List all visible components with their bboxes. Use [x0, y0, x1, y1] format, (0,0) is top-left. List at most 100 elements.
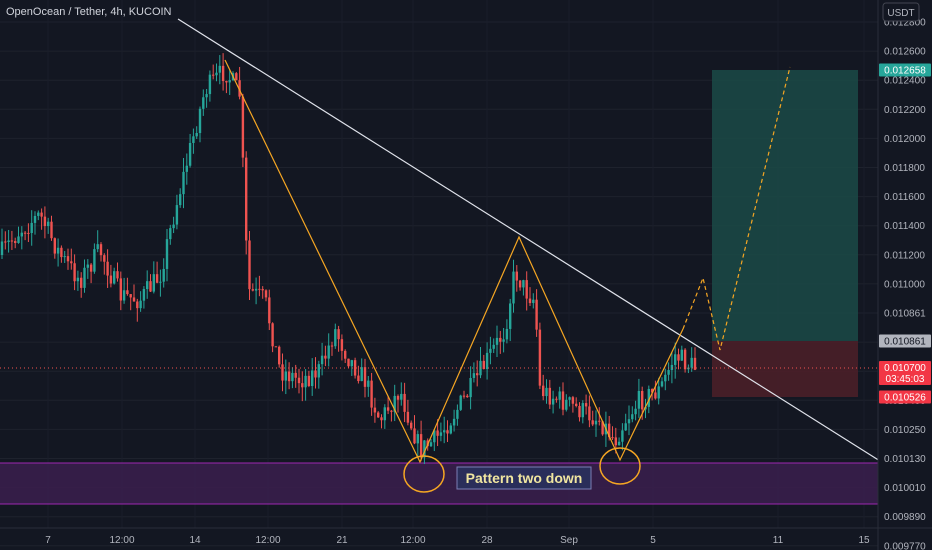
candle-body — [258, 288, 261, 290]
candle-body — [314, 370, 317, 378]
candle-body — [274, 346, 278, 348]
candle-body — [56, 247, 60, 254]
candle-body — [281, 364, 284, 381]
candle-body — [301, 383, 304, 388]
projection-dashed-line[interactable] — [682, 66, 791, 351]
candle-body — [357, 375, 360, 382]
candle-body — [215, 72, 218, 76]
y-tick-label: 0.011400 — [884, 221, 925, 232]
candle-body — [396, 395, 400, 400]
candle-body — [291, 372, 294, 382]
candle-body — [340, 339, 344, 351]
pattern-label[interactable]: Pattern two down — [456, 466, 592, 490]
candle-body — [406, 411, 410, 423]
candle-body — [568, 397, 571, 400]
time-axis[interactable]: 7 12:00 14 12:00 21 12:00 28 Sep 5 11 15 — [45, 535, 870, 546]
candle-body — [122, 290, 126, 301]
candle-body — [419, 434, 423, 458]
candle-body — [588, 406, 591, 421]
candle-body — [459, 395, 462, 410]
candle-body — [608, 423, 611, 438]
candle-body — [27, 232, 30, 234]
currency-button-label: USDT — [887, 8, 914, 19]
candle-body — [251, 289, 254, 291]
candle-body — [70, 261, 73, 264]
candle-body — [53, 238, 56, 254]
candle-body — [528, 298, 532, 304]
candle-body — [327, 345, 330, 359]
candle-body — [106, 261, 109, 276]
candle-body — [393, 395, 396, 412]
y-tick-label: 0.009890 — [884, 512, 926, 523]
descending-trendline[interactable] — [177, 18, 881, 462]
candle-body — [89, 264, 93, 272]
candle-body — [367, 380, 370, 387]
candle-body — [386, 407, 390, 411]
candle-body — [126, 290, 129, 295]
candle-body — [4, 241, 7, 243]
candle-body — [532, 299, 535, 304]
support-zone — [0, 463, 878, 504]
candle-body — [466, 395, 469, 398]
y-tick-label: 0.010010 — [884, 483, 926, 494]
candle-body — [360, 367, 363, 382]
candle-body — [509, 303, 512, 329]
y-tick-label: 0.011200 — [884, 250, 925, 261]
candle-body — [482, 360, 485, 369]
candle-body — [195, 133, 198, 137]
candle-body — [136, 301, 139, 309]
candle-body — [601, 421, 604, 435]
price-badge-countdown: 03:45:03 — [886, 374, 925, 385]
candle-body — [561, 391, 565, 410]
candle-body — [264, 290, 268, 298]
candle-body — [674, 354, 677, 365]
candle-body — [542, 385, 545, 397]
candle-body — [456, 409, 459, 419]
candle-body — [690, 357, 693, 368]
chart-title: OpenOcean / Tether, 4h, KUCOIN — [6, 6, 172, 18]
candle-body — [558, 391, 561, 400]
candle-body — [73, 263, 76, 282]
candle-body — [96, 244, 99, 250]
currency-button[interactable]: USDT — [882, 2, 920, 22]
candle-body — [512, 271, 515, 304]
candle-body — [182, 171, 185, 195]
candle-body — [436, 430, 439, 436]
candle-body — [294, 372, 297, 378]
price-badge — [879, 334, 931, 348]
candle-body — [245, 157, 248, 241]
candle-body — [578, 405, 581, 418]
bottom-circle-left[interactable] — [403, 455, 445, 493]
candle-body — [522, 280, 525, 288]
candle-body — [129, 294, 132, 298]
candle-body — [627, 419, 631, 424]
candle-body — [162, 268, 165, 282]
candle-body — [208, 74, 212, 95]
candle-body — [337, 329, 340, 340]
target-zone — [712, 70, 858, 341]
candle-body — [66, 256, 70, 262]
candle-body — [449, 425, 452, 434]
candle-body — [152, 274, 155, 292]
pattern-label-text: Pattern two down — [466, 470, 583, 486]
candle-body — [584, 403, 588, 407]
x-tick-label: 11 — [773, 535, 784, 546]
x-tick-label: Sep — [560, 535, 578, 546]
candle-body — [446, 430, 449, 434]
candle-body — [353, 360, 357, 376]
candle-body — [205, 94, 208, 98]
candle-body — [502, 339, 505, 342]
zigzag-pattern-line[interactable] — [224, 59, 684, 464]
y-tick-label: 0.012000 — [884, 134, 926, 145]
bottom-circle-right[interactable] — [599, 447, 641, 485]
candle-body — [324, 355, 327, 359]
candle-body — [614, 437, 617, 446]
candle-body — [109, 275, 113, 284]
candle-body — [238, 80, 241, 97]
candle-body — [221, 65, 225, 82]
y-tick-label: 0.011600 — [884, 192, 925, 203]
candle-body — [198, 108, 202, 134]
price-badge-value: 0.010861 — [884, 337, 926, 348]
